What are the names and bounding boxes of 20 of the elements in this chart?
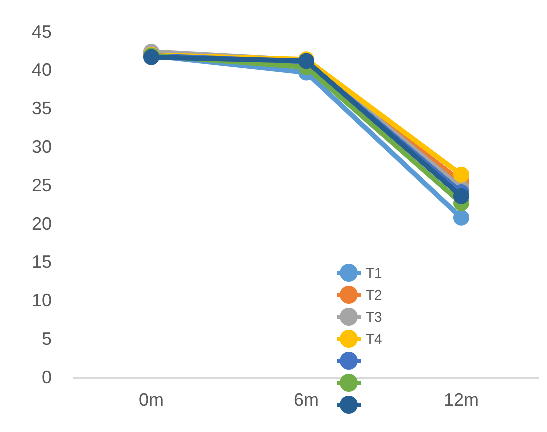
point xyxy=(454,188,470,204)
point xyxy=(454,166,470,183)
y-tick-label: 40 xyxy=(32,60,52,80)
y-tick-label: 20 xyxy=(32,214,52,234)
x-tick-label: 0m xyxy=(139,390,164,410)
point xyxy=(454,210,470,226)
y-tick-label: 0 xyxy=(42,367,52,388)
y-tick-label: 45 xyxy=(32,22,52,42)
x-tick-label: 6m xyxy=(294,390,320,410)
legend-label: T3 xyxy=(366,309,382,325)
legend-label: T4 xyxy=(366,331,382,347)
y-tick-label: 35 xyxy=(32,98,52,119)
y-tick-label: 25 xyxy=(32,175,52,196)
y-tick-label: 15 xyxy=(32,252,52,272)
y-tick-label: 10 xyxy=(32,290,52,311)
y-tick-label: 5 xyxy=(42,328,52,349)
x-tick-label: 12m xyxy=(444,390,480,410)
legend-label: T1 xyxy=(366,265,382,281)
legend-label: T2 xyxy=(366,287,382,303)
y-tick-label: 30 xyxy=(32,136,52,157)
